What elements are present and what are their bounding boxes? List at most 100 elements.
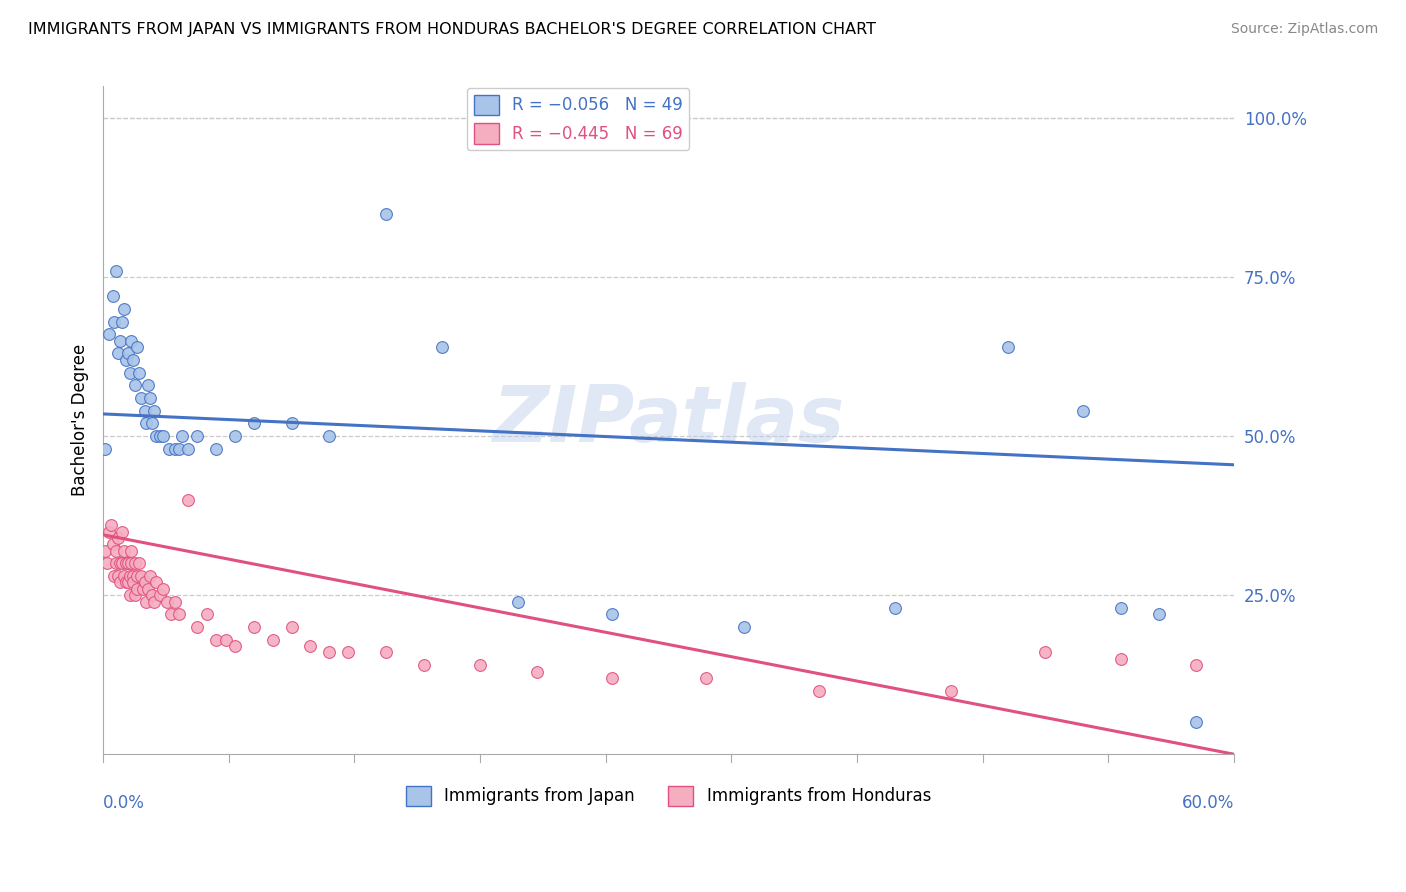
- Point: [138, 378, 160, 392]
- Point: [600, 671, 623, 685]
- Point: [149, 429, 172, 443]
- Point: [114, 575, 136, 590]
- Point: [243, 417, 266, 431]
- Point: [124, 378, 146, 392]
- Point: [125, 340, 148, 354]
- Point: [124, 588, 146, 602]
- Point: [152, 582, 174, 596]
- Point: [129, 391, 152, 405]
- Point: [114, 557, 136, 571]
- Point: [108, 557, 131, 571]
- Point: [167, 442, 190, 456]
- Point: [318, 645, 340, 659]
- Point: [134, 575, 156, 590]
- Point: [1035, 645, 1057, 659]
- Point: [128, 366, 150, 380]
- Point: [120, 334, 142, 348]
- Point: [101, 537, 124, 551]
- Point: [224, 639, 246, 653]
- Point: [299, 639, 322, 653]
- Point: [122, 569, 145, 583]
- Point: [1109, 601, 1132, 615]
- Point: [135, 417, 157, 431]
- Point: [118, 366, 141, 380]
- Point: [280, 417, 302, 431]
- Point: [808, 683, 831, 698]
- Point: [262, 632, 284, 647]
- Point: [337, 645, 360, 659]
- Point: [156, 594, 179, 608]
- Point: [167, 607, 190, 622]
- Point: [124, 557, 146, 571]
- Point: [143, 594, 166, 608]
- Point: [205, 442, 228, 456]
- Point: [125, 569, 148, 583]
- Point: [97, 524, 120, 539]
- Point: [112, 301, 135, 316]
- Point: [149, 588, 172, 602]
- Point: [1109, 652, 1132, 666]
- Point: [134, 403, 156, 417]
- Point: [280, 620, 302, 634]
- Point: [103, 315, 125, 329]
- Point: [111, 557, 134, 571]
- Point: [107, 569, 129, 583]
- Point: [103, 569, 125, 583]
- Point: [1185, 715, 1208, 730]
- Text: Source: ZipAtlas.com: Source: ZipAtlas.com: [1230, 22, 1378, 37]
- Point: [111, 315, 134, 329]
- Point: [152, 429, 174, 443]
- Point: [412, 658, 434, 673]
- Point: [374, 206, 396, 220]
- Point: [318, 429, 340, 443]
- Point: [145, 575, 167, 590]
- Point: [96, 557, 118, 571]
- Point: [468, 658, 491, 673]
- Point: [94, 543, 117, 558]
- Point: [94, 442, 117, 456]
- Point: [506, 594, 529, 608]
- Point: [100, 518, 122, 533]
- Point: [243, 620, 266, 634]
- Point: [139, 391, 162, 405]
- Point: [117, 557, 139, 571]
- Point: [129, 569, 152, 583]
- Point: [112, 569, 135, 583]
- Point: [118, 588, 141, 602]
- Point: [145, 429, 167, 443]
- Text: IMMIGRANTS FROM JAPAN VS IMMIGRANTS FROM HONDURAS BACHELOR'S DEGREE CORRELATION : IMMIGRANTS FROM JAPAN VS IMMIGRANTS FROM…: [28, 22, 876, 37]
- Point: [112, 543, 135, 558]
- Point: [432, 340, 454, 354]
- Point: [600, 607, 623, 622]
- Point: [224, 429, 246, 443]
- Point: [186, 620, 208, 634]
- Point: [141, 417, 163, 431]
- Point: [214, 632, 236, 647]
- Point: [139, 569, 162, 583]
- Point: [733, 620, 755, 634]
- Point: [105, 557, 128, 571]
- Point: [125, 582, 148, 596]
- Point: [163, 442, 186, 456]
- Point: [107, 531, 129, 545]
- Point: [105, 264, 128, 278]
- Text: ZIPatlas: ZIPatlas: [492, 383, 845, 458]
- Point: [195, 607, 218, 622]
- Point: [128, 557, 150, 571]
- Point: [186, 429, 208, 443]
- Point: [163, 594, 186, 608]
- Point: [135, 594, 157, 608]
- Point: [114, 352, 136, 367]
- Point: [143, 403, 166, 417]
- Point: [1147, 607, 1170, 622]
- Point: [374, 645, 396, 659]
- Point: [160, 607, 183, 622]
- Point: [172, 429, 194, 443]
- Y-axis label: Bachelor's Degree: Bachelor's Degree: [72, 344, 89, 497]
- Point: [1071, 403, 1094, 417]
- Point: [107, 346, 129, 360]
- Point: [108, 575, 131, 590]
- Point: [177, 492, 200, 507]
- Point: [122, 575, 145, 590]
- Point: [111, 524, 134, 539]
